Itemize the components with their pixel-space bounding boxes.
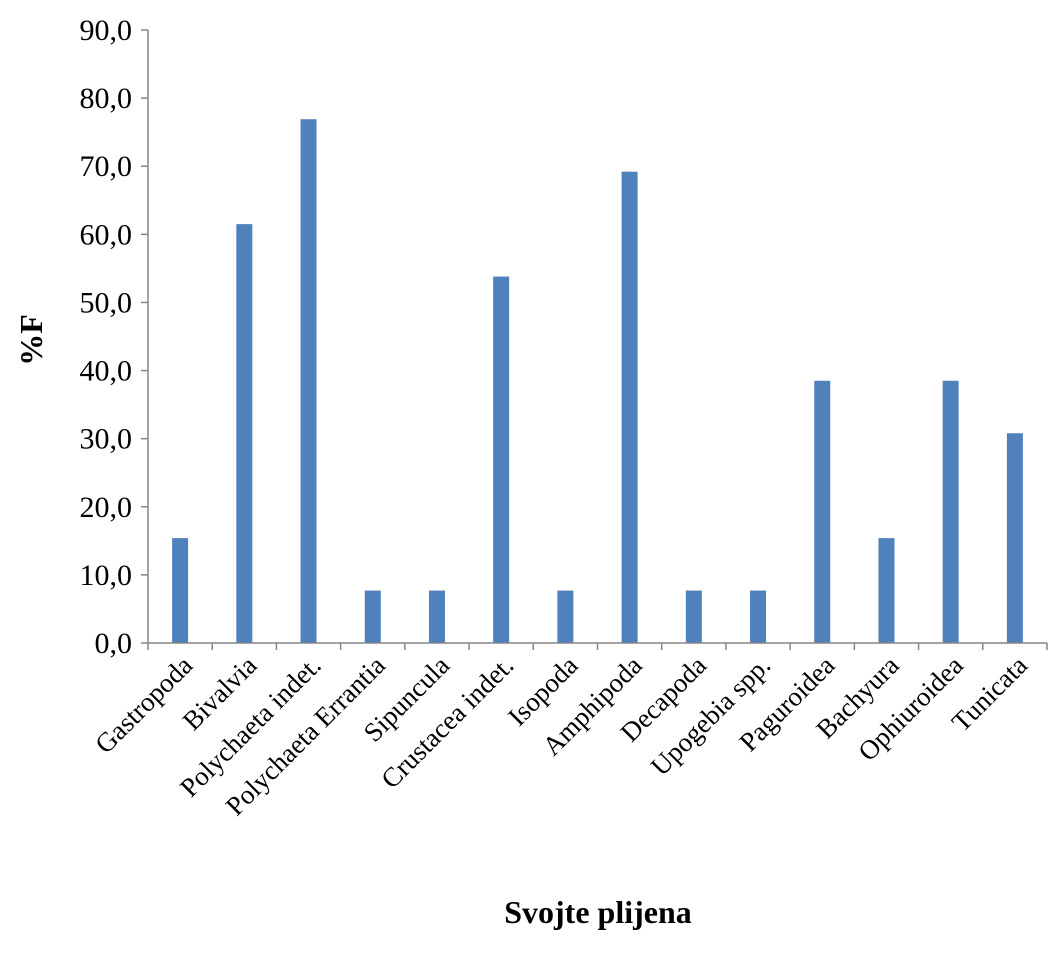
bar-sipuncula — [428, 590, 445, 643]
bar-gastropoda — [172, 538, 189, 643]
x-category-label: Gastropoda — [89, 650, 198, 759]
y-tick-label: 0,0 — [95, 627, 133, 660]
y-tick-label: 70,0 — [80, 150, 133, 183]
bars-group — [172, 119, 1023, 643]
y-tick-label: 60,0 — [80, 218, 133, 251]
y-ticks-group: 0,0 10,0 20,0 30,0 40,0 50,0 60,0 70,0 80,0 90,0 — [80, 14, 1048, 660]
y-tick-label: 30,0 — [80, 423, 133, 456]
bar-polychaeta-errantia — [364, 590, 381, 643]
y-tick-label: 40,0 — [80, 355, 133, 388]
y-tick-label: 20,0 — [80, 491, 133, 524]
y-tick-label: 80,0 — [80, 82, 133, 115]
bar-bachyura — [878, 538, 895, 643]
y-tick-label: 10,0 — [80, 559, 133, 592]
bar-tunicata — [1006, 433, 1023, 643]
axes-group — [147, 30, 1047, 644]
bar-polychaeta-indet — [300, 119, 317, 643]
y-tick-label: 90,0 — [80, 14, 133, 47]
bar-isopoda — [557, 590, 574, 643]
y-axis-title: %F — [13, 314, 49, 366]
bar-crustacea-indet — [493, 276, 510, 643]
bar-ophiuroidea — [942, 380, 959, 643]
bar-upogebia-spp — [750, 590, 767, 643]
bar-bivalvia — [236, 224, 253, 643]
y-tick-label: 50,0 — [80, 286, 133, 319]
bar-paguroidea — [814, 380, 831, 643]
x-axis-title: Svojte plijena — [504, 894, 692, 930]
bar-amphipoda — [621, 171, 638, 643]
bar-decapoda — [685, 590, 702, 643]
